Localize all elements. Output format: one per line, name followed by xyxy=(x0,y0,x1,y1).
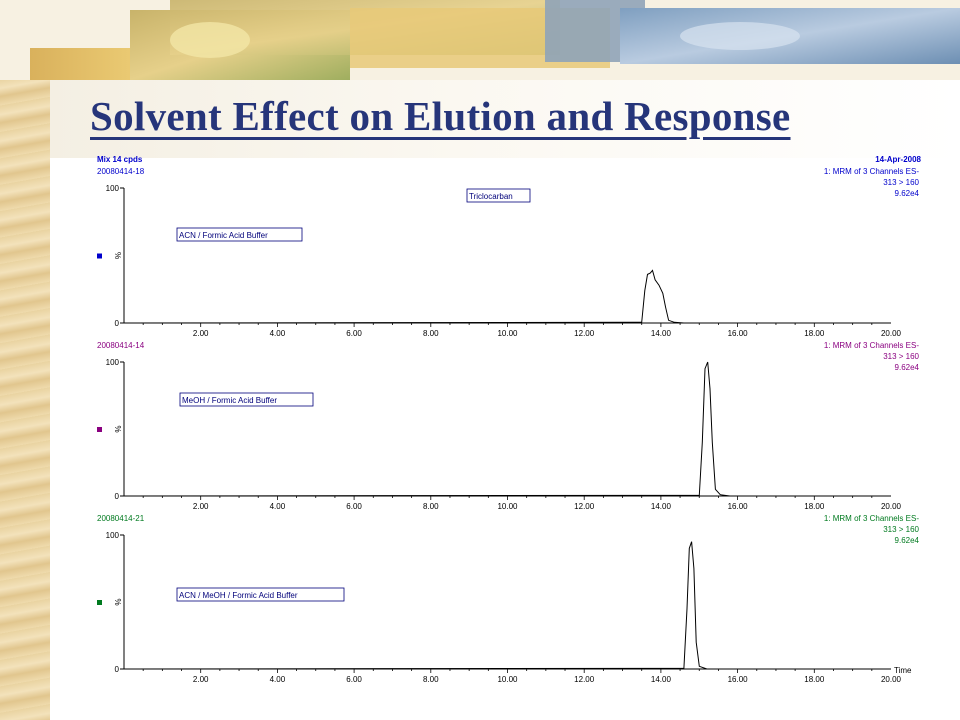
x-tick-label: 4.00 xyxy=(270,502,286,511)
transition-label: 313 > 160 xyxy=(883,525,919,534)
x-tick-label: 18.00 xyxy=(804,502,825,511)
y-tick-label: 100 xyxy=(106,358,120,367)
x-tick-label: 6.00 xyxy=(346,329,362,338)
header-right: 14-Apr-2008 xyxy=(875,155,921,164)
intensity-label: 9.62e4 xyxy=(895,363,920,372)
channel-label: 1: MRM of 3 Channels ES- xyxy=(824,341,919,350)
x-tick-label: 18.00 xyxy=(804,675,825,684)
x-tick-label: 12.00 xyxy=(574,329,595,338)
x-tick-label: 18.00 xyxy=(804,329,825,338)
header-left: Mix 14 cpds xyxy=(97,155,143,164)
x-tick-label: 8.00 xyxy=(423,329,439,338)
y-tick-label: 0 xyxy=(115,492,120,501)
sample-id: 20080414-14 xyxy=(97,341,145,350)
compound-label: Triclocarban xyxy=(469,192,513,201)
x-tick-label: 12.00 xyxy=(574,502,595,511)
chromatogram-trace xyxy=(123,269,891,324)
trace-color-swatch xyxy=(97,253,102,259)
x-tick-label: 16.00 xyxy=(728,502,749,511)
x-tick-label: 2.00 xyxy=(193,502,209,511)
decorative-banner xyxy=(0,0,960,80)
trace-color-swatch xyxy=(97,600,102,605)
slide-title: Solvent Effect on Elution and Response xyxy=(90,93,791,139)
x-tick-label: 20.00 xyxy=(881,675,902,684)
condition-label: ACN / Formic Acid Buffer xyxy=(179,231,268,240)
y-axis-symbol: % xyxy=(114,598,123,605)
x-tick-label: 10.00 xyxy=(497,329,518,338)
compound-label-box xyxy=(466,188,531,203)
chromatogram-panels: 20080414-18 1: MRM of 3 Channels ES- 313 >… xyxy=(97,167,920,684)
channel-label: 1: MRM of 3 Channels ES- xyxy=(824,167,919,176)
y-tick-label: 0 xyxy=(115,319,120,328)
transition-label: 313 > 160 xyxy=(883,178,919,187)
condition-label-box xyxy=(176,227,303,242)
x-axis-title: Time xyxy=(894,666,912,675)
sample-id: 20080414-18 xyxy=(97,167,145,176)
chromatogram-trace xyxy=(123,361,891,497)
y-axis-symbol: % xyxy=(114,252,123,259)
title-band xyxy=(50,80,960,158)
x-tick-label: 4.00 xyxy=(270,675,286,684)
y-axis-symbol: % xyxy=(114,425,123,432)
intensity-label: 9.62e4 xyxy=(895,536,920,545)
sample-id: 20080414-21 xyxy=(97,514,145,523)
x-tick-label: 14.00 xyxy=(651,329,672,338)
x-tick-label: 2.00 xyxy=(193,329,209,338)
parchment-border xyxy=(0,0,50,720)
y-tick-label: 100 xyxy=(106,531,120,540)
x-tick-label: 8.00 xyxy=(423,675,439,684)
intensity-label: 9.62e4 xyxy=(895,189,920,198)
y-tick-label: 100 xyxy=(106,184,120,193)
condition-label-box xyxy=(179,392,314,407)
x-tick-label: 16.00 xyxy=(728,329,749,338)
x-tick-label: 6.00 xyxy=(346,675,362,684)
y-tick-label: 0 xyxy=(115,665,120,674)
condition-label: ACN / MeOH / Formic Acid Buffer xyxy=(179,591,298,600)
x-tick-label: 20.00 xyxy=(881,502,902,511)
condition-label: MeOH / Formic Acid Buffer xyxy=(182,396,277,405)
chromatogram-trace xyxy=(123,541,891,670)
condition-label-box xyxy=(176,587,345,602)
x-tick-label: 10.00 xyxy=(497,675,518,684)
x-tick-label: 10.00 xyxy=(497,502,518,511)
x-tick-label: 4.00 xyxy=(270,329,286,338)
x-tick-label: 8.00 xyxy=(423,502,439,511)
x-tick-label: 12.00 xyxy=(574,675,595,684)
trace-color-swatch xyxy=(97,427,102,432)
x-tick-label: 14.00 xyxy=(651,675,672,684)
x-tick-label: 6.00 xyxy=(346,502,362,511)
transition-label: 313 > 160 xyxy=(883,352,919,361)
x-tick-label: 16.00 xyxy=(728,675,749,684)
channel-label: 1: MRM of 3 Channels ES- xyxy=(824,514,919,523)
x-tick-label: 20.00 xyxy=(881,329,902,338)
x-tick-label: 2.00 xyxy=(193,675,209,684)
x-tick-label: 14.00 xyxy=(651,502,672,511)
